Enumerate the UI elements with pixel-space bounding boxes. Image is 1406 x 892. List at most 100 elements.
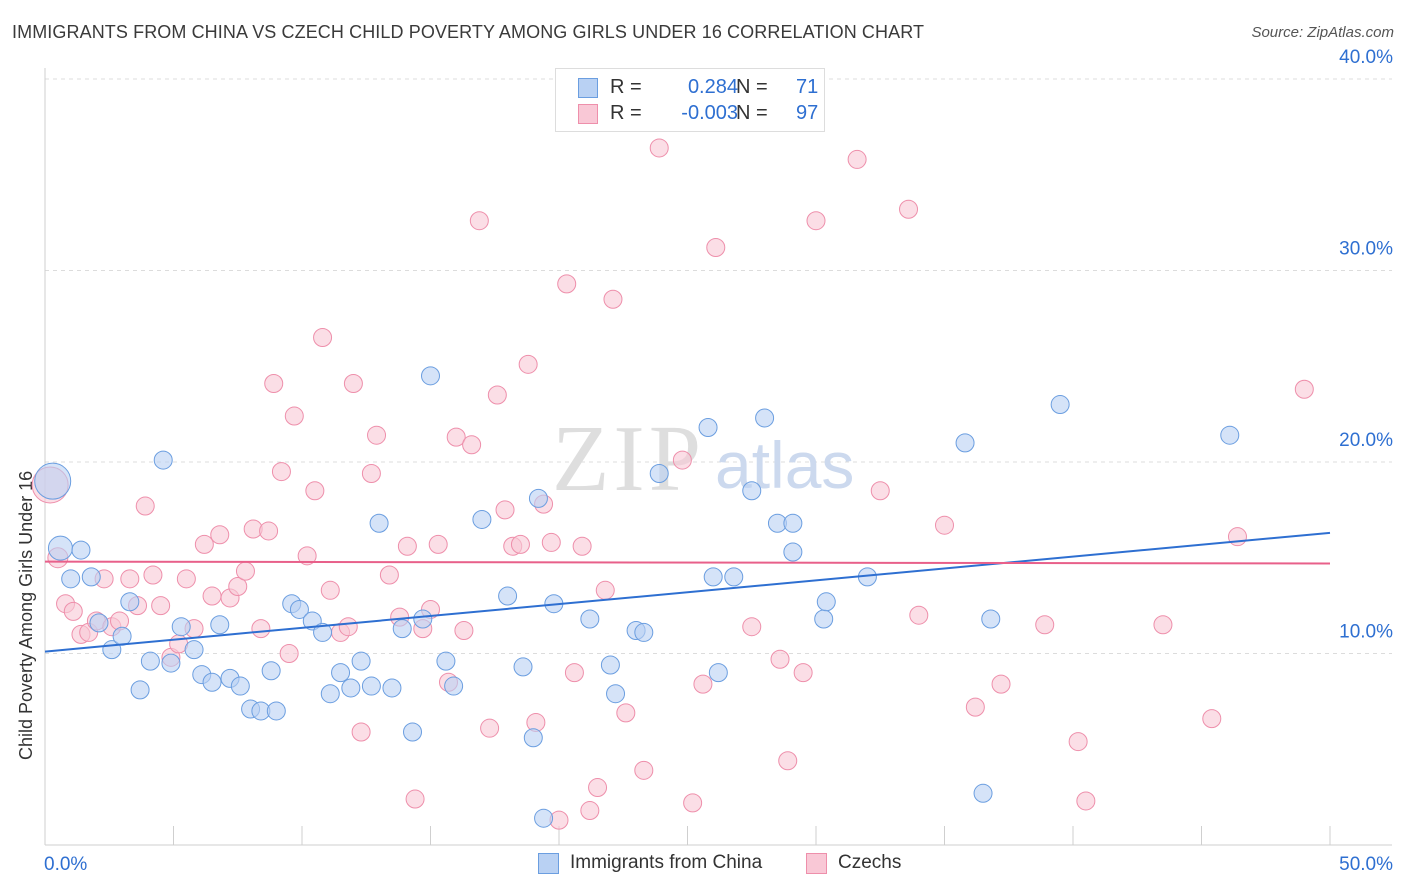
czech-point [194,534,214,554]
china-point [724,567,744,587]
czech-point [742,617,762,637]
czech-point [151,596,171,616]
china-point [580,609,600,629]
czech-point [672,450,692,470]
china-point [528,488,548,508]
china-point [47,535,73,561]
czech-point [143,565,163,585]
china-point [171,617,191,637]
legend-n-value-china: 71 [796,76,819,98]
china-point [973,783,993,803]
bottom-legend-swatch-czech [806,853,827,874]
czech-point [693,674,713,694]
china-point [783,542,803,562]
czech-point [518,354,538,374]
czech-point [1068,732,1088,752]
china-point [341,678,361,698]
czech-point [271,462,291,482]
czech-point [338,617,358,637]
china-point [351,651,371,671]
czech-point [634,760,654,780]
czech-point [228,576,248,596]
axes [44,68,1392,846]
china-point [313,622,333,642]
czech-point [446,427,466,447]
czech-point [1202,709,1222,729]
china-point [403,722,423,742]
china-point [444,676,464,696]
china-point [421,366,440,386]
china-point [230,676,250,696]
czech-point [495,500,515,520]
china-point [161,653,181,673]
czech-point [428,534,448,554]
china-point [600,655,620,675]
czech-point [63,601,83,621]
czech-point [1153,615,1173,635]
china-point [534,808,554,828]
china-point [81,567,101,587]
czech-point [210,525,230,545]
china-point [184,640,204,660]
czech-point [1294,379,1314,399]
china-point [698,418,718,438]
china-point [34,462,72,500]
china-point [436,651,456,671]
czech-point [899,199,919,219]
china-point [513,657,533,677]
bottom-legend-label-china: Immigrants from China [570,852,763,873]
china-point [369,513,389,533]
trend-lines [44,531,1331,653]
china-point [649,463,669,483]
x-tick-label-max: 50.0% [1339,854,1393,875]
china-point [120,592,140,612]
source-note: Source: ZipAtlas.com [1251,24,1394,41]
czech-point [343,373,363,393]
czech-point [847,149,867,169]
czech-point [176,569,196,589]
czech-point [305,481,325,501]
czech-point [557,274,577,294]
china-point [742,481,762,501]
czech-point [284,406,304,426]
czech-point [135,496,155,516]
legend-r-value-china: 0.284 [687,76,738,98]
czech-point [616,703,636,723]
czech-point [361,463,381,483]
czech-point [770,649,790,669]
czech-point [251,619,271,639]
czech-point [1035,615,1055,635]
czech-point [462,435,482,455]
czech-point [454,621,474,641]
china-point [783,513,803,533]
czech-point [778,751,798,771]
czech-point [405,789,425,809]
watermark: ZIP atlas [552,407,854,511]
bottom-legend-swatch-china [538,853,559,874]
china-point [61,569,81,589]
legend-swatch-czech [578,104,598,124]
china-point [331,663,351,683]
china-point [289,599,309,619]
china-point [523,728,543,748]
china-point [981,609,1001,629]
czech-point [202,586,222,606]
czech-trend-line [44,560,1331,565]
czech-point [279,644,299,663]
china-point [361,676,381,696]
watermark-atlas: atlas [715,428,854,502]
china-point [261,661,281,681]
bottom-legend-label-czech: Czechs [838,852,902,873]
czech-point [120,569,140,589]
china-point [140,651,160,671]
czech-point [806,211,826,231]
czech-point [580,801,600,821]
legend-r-label: R = [610,76,642,98]
czech-point [649,138,669,158]
china-point [472,509,492,529]
czech-point [264,373,284,393]
china-point [708,663,728,683]
china-point [634,622,654,642]
czech-point [683,793,703,813]
y-tick-label: 20.0% [1339,430,1393,451]
